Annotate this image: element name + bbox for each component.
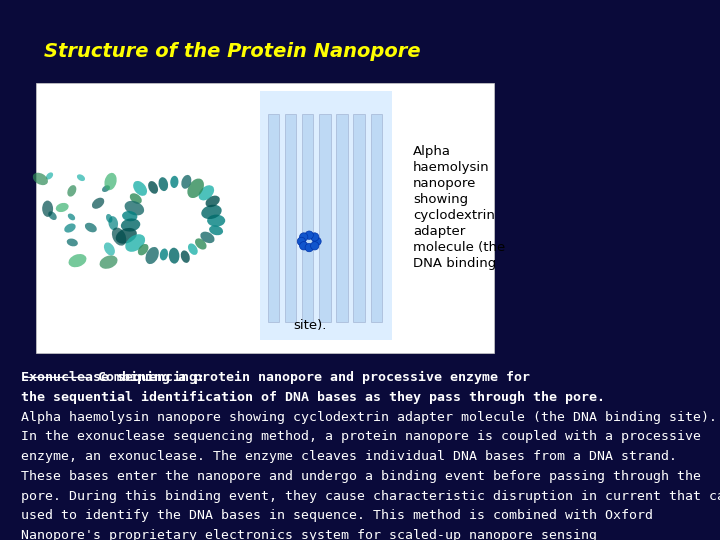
Text: site).: site). (294, 319, 327, 332)
Ellipse shape (145, 247, 159, 264)
Circle shape (300, 233, 308, 241)
Circle shape (310, 241, 319, 250)
Ellipse shape (158, 177, 168, 191)
Circle shape (305, 244, 313, 252)
Ellipse shape (187, 179, 204, 198)
Circle shape (300, 241, 308, 250)
Ellipse shape (104, 173, 117, 190)
Ellipse shape (85, 223, 96, 232)
Ellipse shape (112, 227, 126, 246)
Circle shape (297, 237, 305, 246)
Ellipse shape (104, 242, 115, 255)
Ellipse shape (209, 225, 223, 235)
Ellipse shape (205, 195, 220, 207)
Ellipse shape (188, 244, 198, 255)
Ellipse shape (207, 214, 225, 227)
Circle shape (313, 237, 321, 246)
Ellipse shape (195, 238, 207, 249)
Ellipse shape (121, 219, 140, 232)
Bar (336, 114, 348, 322)
Ellipse shape (68, 185, 76, 197)
Ellipse shape (125, 234, 145, 252)
Ellipse shape (48, 211, 57, 220)
Bar (285, 114, 296, 322)
Text: the sequential identification of DNA bases as they pass through the pore.: the sequential identification of DNA bas… (21, 391, 605, 404)
Ellipse shape (42, 200, 53, 217)
Text: Exonuclease sequencing:: Exonuclease sequencing: (21, 371, 204, 384)
Bar (371, 114, 382, 322)
Ellipse shape (170, 176, 179, 188)
Ellipse shape (67, 239, 78, 246)
Ellipse shape (122, 211, 138, 221)
Ellipse shape (160, 211, 183, 231)
Ellipse shape (181, 251, 190, 263)
Ellipse shape (168, 248, 179, 264)
FancyBboxPatch shape (37, 83, 494, 353)
Circle shape (310, 233, 319, 241)
Ellipse shape (68, 254, 86, 267)
Text: enzyme, an exonuclease. The enzyme cleaves individual DNA bases from a DNA stran: enzyme, an exonuclease. The enzyme cleav… (21, 450, 677, 463)
Ellipse shape (109, 216, 118, 230)
Ellipse shape (181, 175, 192, 189)
Ellipse shape (56, 203, 68, 212)
Text: Alpha
haemolysin
nanopore
showing
cyclodextrin
adapter
molecule (the
DNA binding: Alpha haemolysin nanopore showing cyclod… (413, 145, 505, 271)
Ellipse shape (77, 174, 85, 181)
Ellipse shape (130, 193, 142, 204)
Ellipse shape (68, 213, 75, 220)
Ellipse shape (199, 185, 214, 200)
Ellipse shape (200, 232, 215, 243)
Ellipse shape (106, 214, 112, 222)
Bar (302, 114, 313, 322)
Text: Structure of the Protein Nanopore: Structure of the Protein Nanopore (44, 43, 420, 62)
Ellipse shape (125, 201, 144, 215)
Bar (319, 114, 330, 322)
Ellipse shape (138, 244, 148, 255)
Ellipse shape (92, 198, 104, 209)
Ellipse shape (33, 173, 48, 185)
Bar (268, 114, 279, 322)
Ellipse shape (202, 205, 222, 219)
Ellipse shape (99, 255, 117, 269)
Ellipse shape (102, 185, 110, 192)
Text: Combining a protein nanopore and processive enzyme for: Combining a protein nanopore and process… (89, 371, 529, 384)
Text: pore. During this binding event, they cause characteristic disruption in current: pore. During this binding event, they ca… (21, 490, 720, 503)
Ellipse shape (160, 248, 168, 260)
Ellipse shape (46, 172, 53, 179)
Text: used to identify the DNA bases in sequence. This method is combined with Oxford: used to identify the DNA bases in sequen… (21, 509, 653, 522)
Ellipse shape (64, 224, 76, 233)
Ellipse shape (116, 228, 137, 244)
Bar (354, 114, 365, 322)
Text: In the exonuclease sequencing method, a protein nanopore is coupled with a proce: In the exonuclease sequencing method, a … (21, 430, 701, 443)
Ellipse shape (133, 181, 147, 196)
Text: These bases enter the nanopore and undergo a binding event before passing throug: These bases enter the nanopore and under… (21, 470, 701, 483)
Ellipse shape (148, 181, 158, 194)
Circle shape (305, 231, 313, 239)
Text: Nanopore's proprietary electronics system for scaled-up nanopore sensing: Nanopore's proprietary electronics syste… (21, 529, 597, 540)
Bar (260, 91, 392, 340)
Text: Alpha haemolysin nanopore showing cyclodextrin adapter molecule (the DNA binding: Alpha haemolysin nanopore showing cyclod… (21, 410, 717, 423)
